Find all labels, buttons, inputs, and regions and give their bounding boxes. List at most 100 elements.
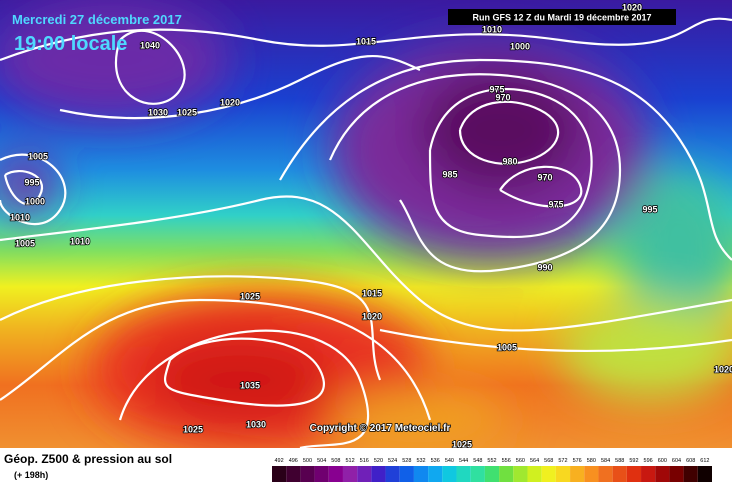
isobar-label: 1025 [452, 439, 472, 449]
copyright: Copyright © 2017 Meteociel.fr [310, 423, 451, 434]
scale-label: 508 [331, 458, 340, 464]
scale-swatch [342, 466, 358, 482]
isobar-label: 1005 [15, 238, 35, 248]
scale-swatch [626, 466, 642, 482]
scale-swatch [541, 466, 556, 482]
run-box [448, 9, 676, 25]
scale-label: 544 [459, 458, 468, 464]
scale-swatch [371, 466, 386, 482]
scale-label: 608 [686, 458, 695, 464]
scale-swatch [442, 466, 457, 482]
scale-label: 600 [658, 458, 667, 464]
isobar-label: 1005 [28, 151, 48, 161]
scale-swatch [470, 466, 485, 482]
scale-swatch [641, 466, 656, 482]
scale-swatch [499, 466, 514, 482]
isobar-label: 970 [537, 172, 552, 182]
scale-label: 584 [601, 458, 610, 464]
isobar-label: 1000 [25, 196, 45, 206]
scale-swatch [612, 466, 627, 482]
scale-swatch [484, 466, 500, 482]
scale-swatch [683, 466, 698, 482]
isobar-label: 1010 [482, 24, 502, 34]
isobar-label: 1010 [10, 212, 30, 222]
isobar-label: 1020 [362, 311, 382, 321]
isobar-label: 970 [495, 92, 510, 102]
scale-label: 568 [544, 458, 553, 464]
isobar-label: 975 [489, 84, 504, 94]
scale-label: 604 [672, 458, 681, 464]
isobar-label: 1020 [622, 2, 642, 12]
isobar-label: 1030 [246, 419, 266, 429]
scale-swatch [555, 466, 571, 482]
scale-swatch [413, 466, 429, 482]
scale-label: 572 [558, 458, 567, 464]
isobar-label: 995 [24, 177, 39, 187]
isobar-label: 1035 [240, 380, 260, 390]
valid-date: Mercredi 27 décembre 2017 [12, 12, 182, 27]
scale-label: 524 [388, 458, 397, 464]
scale-label: 500 [303, 458, 312, 464]
isobar-label: 1025 [177, 107, 197, 117]
scale-label: 512 [345, 458, 354, 464]
scale-swatch [399, 466, 414, 482]
isobar-label: 1040 [140, 40, 160, 50]
lead-time: (+ 198h) [14, 470, 48, 480]
isobar-label: 1030 [148, 107, 168, 117]
isobar-label: 1015 [356, 36, 376, 46]
scale-label: 552 [487, 458, 496, 464]
isobar-label: 980 [502, 156, 517, 166]
scale-label: 560 [516, 458, 525, 464]
scale-label: 556 [502, 458, 511, 464]
scale-swatch [286, 466, 301, 482]
scale-swatch [584, 466, 599, 482]
scale-label: 520 [374, 458, 383, 464]
scale-label: 612 [700, 458, 709, 464]
isobar-label: 1025 [240, 291, 260, 301]
scale-swatch [428, 466, 443, 482]
color-scale: 492 496 500 504 508 512 516 520 524 528 532 536 540 5… [272, 458, 712, 482]
scale-label: 528 [402, 458, 411, 464]
scale-swatch [513, 466, 528, 482]
scale-label: 580 [587, 458, 596, 464]
run-info: Run GFS 12 Z du Mardi 19 décembre 2017 [472, 12, 651, 22]
scale-swatch [598, 466, 613, 482]
isobars [0, 17, 732, 450]
isobar-label: 985 [442, 169, 457, 179]
scale-label: 540 [445, 458, 454, 464]
scale-label: 516 [360, 458, 369, 464]
isobar-label: 1005 [497, 342, 517, 352]
scale-swatch [456, 466, 471, 482]
scale-swatch [272, 466, 287, 482]
scale-swatch [655, 466, 670, 482]
scale-label: 576 [573, 458, 582, 464]
scale-label: 496 [289, 458, 298, 464]
scale-swatch [669, 466, 684, 482]
isobar-label: 1010 [70, 236, 90, 246]
scale-label: 536 [431, 458, 440, 464]
scale-label: 548 [473, 458, 482, 464]
scale-swatch [300, 466, 315, 482]
scale-label: 532 [416, 458, 425, 464]
scale-swatch [314, 466, 329, 482]
valid-time: 19:00 locale [14, 33, 127, 55]
scale-label: 588 [615, 458, 624, 464]
isobar-label: 995 [642, 204, 657, 214]
field-title: Géop. Z500 & pression au sol [4, 452, 172, 466]
isobar-label: 990 [537, 262, 552, 272]
scale-swatch [527, 466, 542, 482]
scale-swatch [328, 466, 343, 482]
isobar-label: 1020 [714, 364, 732, 374]
scale-swatch [357, 466, 372, 482]
scale-swatch [697, 466, 712, 482]
scale-label: 504 [317, 458, 326, 464]
scale-swatch [385, 466, 400, 482]
scale-label: 492 [275, 458, 284, 464]
isobar-label: 975 [548, 199, 563, 209]
isobar-label: 1015 [362, 288, 382, 298]
scale-label: 564 [530, 458, 539, 464]
isobar-label: 1025 [183, 424, 203, 434]
